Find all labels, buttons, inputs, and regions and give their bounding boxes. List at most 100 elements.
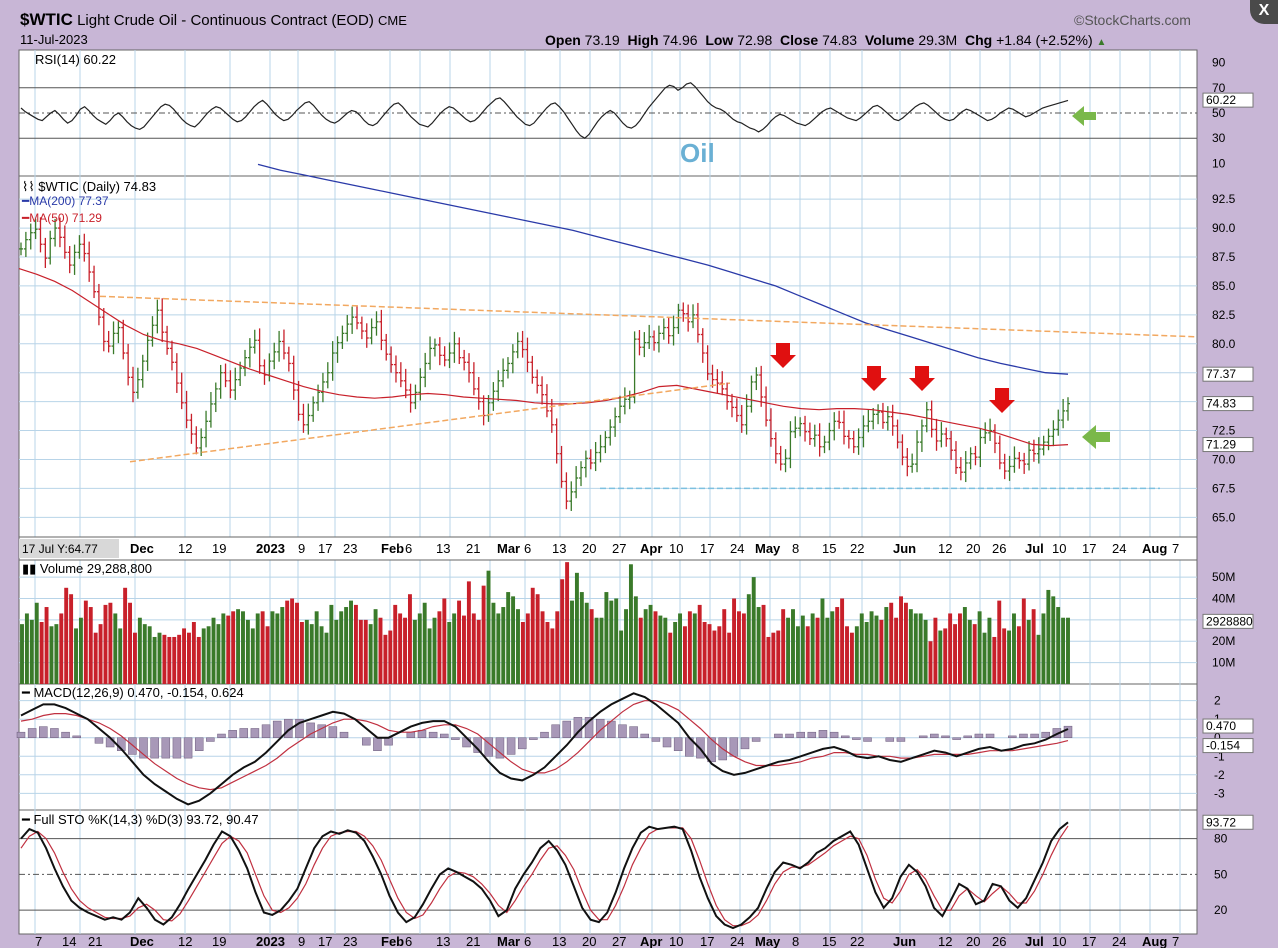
price-bar <box>846 429 851 449</box>
macd-histogram-bar <box>161 737 171 759</box>
volume-bar <box>285 600 290 684</box>
symbol[interactable]: $WTIC <box>20 10 73 29</box>
price-bar <box>467 353 472 383</box>
price-bar <box>316 384 321 411</box>
volume-bar <box>614 598 619 684</box>
x-tick-bottom: 22 <box>850 934 864 948</box>
price-bar <box>501 358 506 388</box>
price-bar <box>184 390 189 429</box>
price-bar <box>286 346 291 372</box>
x-tick-top: 19 <box>212 541 226 556</box>
price-bar <box>252 329 257 354</box>
price-bar <box>603 431 608 454</box>
volume-bar <box>191 622 196 684</box>
rsi-tick: 30 <box>1212 131 1226 145</box>
macd-histogram-bar <box>707 737 716 763</box>
volume-bar <box>167 636 172 684</box>
rising-support-trendline <box>129 382 731 463</box>
macd-histogram-bar <box>440 733 449 738</box>
cursor-label: 17 Jul Y:64.77 <box>22 542 98 556</box>
low-value: 72.98 <box>737 32 773 48</box>
price-bar <box>574 466 579 499</box>
up-triangle-icon: ▲ <box>1096 37 1107 48</box>
volume-bar <box>383 634 388 684</box>
volume-bar <box>245 619 250 684</box>
volume-bar <box>452 613 457 684</box>
price-bar <box>968 447 973 470</box>
volume-bar <box>928 641 933 684</box>
price-bar <box>1007 455 1012 481</box>
macd-histogram-bar <box>506 737 516 755</box>
open-value: 73.19 <box>584 32 620 48</box>
volume-bar <box>560 579 565 684</box>
volume-bar <box>98 624 103 684</box>
volume-bar <box>437 611 442 684</box>
close-chart-button[interactable]: X <box>1250 0 1278 24</box>
volume-bar <box>1061 617 1066 684</box>
volume-bar <box>678 613 683 684</box>
volume-bar <box>899 596 903 684</box>
macd-histogram-bar <box>27 728 37 738</box>
price-bar <box>598 434 603 463</box>
volume-bar <box>594 617 599 684</box>
volume-bar <box>913 613 918 684</box>
price-bar <box>19 242 23 256</box>
price-bar <box>277 330 282 362</box>
close-value: 74.83 <box>822 32 858 48</box>
price-bar <box>418 368 423 401</box>
resistance-trendline <box>99 295 1198 338</box>
macd-histogram-bar <box>72 735 81 738</box>
rsi-last-label: 60.22 <box>1206 93 1236 107</box>
macd-histogram-bar <box>829 731 839 738</box>
macd-histogram-bar <box>651 737 661 742</box>
price-bar <box>247 338 252 368</box>
volume-bar <box>123 587 128 684</box>
volume-bar <box>805 626 810 684</box>
price-tick: 92.5 <box>1212 192 1236 206</box>
volume-bar <box>707 624 712 684</box>
volume-bar <box>1031 609 1036 684</box>
price-bar <box>1017 451 1022 469</box>
price-bar <box>652 330 657 351</box>
x-tick-bottom: Aug <box>1142 934 1167 948</box>
volume-bar <box>373 609 378 684</box>
volume-bar <box>746 594 751 684</box>
price-bar <box>583 450 588 478</box>
volume-bar <box>967 619 972 684</box>
volume-title: ▮▮ Volume 29,288,800 <box>22 561 152 576</box>
macd-histogram-bar <box>517 737 527 750</box>
volume-bar <box>712 630 717 684</box>
volume-bar <box>653 611 658 684</box>
volume-bar <box>206 626 211 684</box>
volume-bar <box>388 630 393 684</box>
price-bar <box>1002 453 1007 480</box>
volume-bar <box>697 604 702 684</box>
volume-bar <box>103 604 108 684</box>
price-bar <box>23 231 28 257</box>
volume-bar <box>201 628 206 684</box>
volume-bar <box>128 602 132 684</box>
macd-histogram-bar <box>217 733 226 738</box>
price-bar <box>228 370 233 399</box>
volume-bar <box>177 634 182 684</box>
macd-tick: 2 <box>1214 694 1221 708</box>
price-bar <box>656 325 661 353</box>
price-bar <box>169 340 174 371</box>
volume-bar <box>722 609 727 684</box>
red-arrow-down-icon <box>989 388 1015 413</box>
volume-bar <box>624 609 628 684</box>
x-tick-bottom: 7 <box>1172 934 1179 948</box>
price-bar <box>1056 409 1061 436</box>
volume-bar <box>800 615 805 684</box>
macd-histogram-bar <box>150 737 159 759</box>
stockcharts-watermark: ©StockCharts.com <box>1074 12 1191 28</box>
price-bar <box>783 449 788 473</box>
volume-bar <box>491 602 496 684</box>
price-bar <box>910 453 915 473</box>
price-bar <box>798 417 803 437</box>
volume-bar <box>422 602 427 684</box>
price-bar <box>617 395 622 424</box>
price-tick: 72.5 <box>1212 424 1236 438</box>
volume-bar <box>550 628 555 684</box>
